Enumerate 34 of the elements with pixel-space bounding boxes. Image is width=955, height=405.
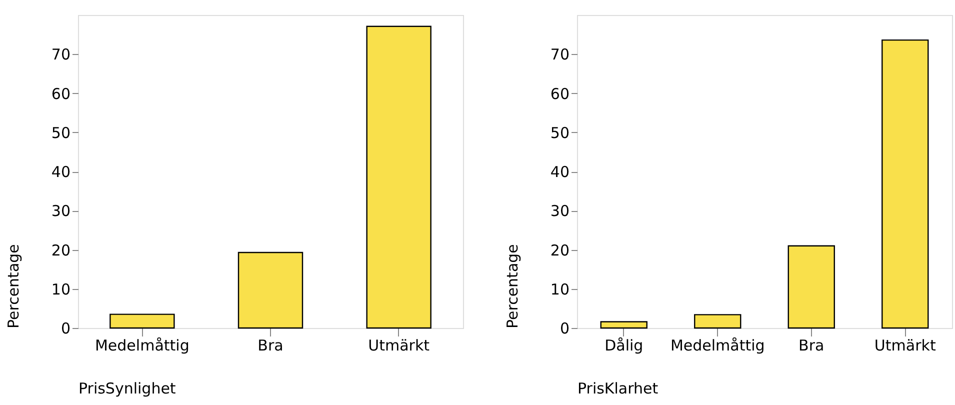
bar <box>788 245 835 329</box>
bar <box>110 314 175 329</box>
x-tick-label: Bra <box>798 336 824 354</box>
y-tick-label: 70 <box>51 46 70 64</box>
y-tick-label: 30 <box>550 202 570 220</box>
y-tick-label: 50 <box>51 124 70 142</box>
x-axis-title: PrisSynlighet <box>78 380 176 398</box>
y-tick-label: 60 <box>51 84 70 103</box>
y-tick-label: 70 <box>550 46 570 64</box>
y-tick-label: 50 <box>550 124 570 142</box>
y-tick-label: 10 <box>550 280 570 298</box>
y-axis-title: Percentage <box>503 244 522 328</box>
x-tick-label: Medelmåttig <box>94 336 190 354</box>
x-tick-label: Medelmåttig <box>670 336 765 354</box>
x-tick-label: Utmärkt <box>368 336 430 354</box>
y-tick-label: 0 <box>60 320 70 338</box>
y-tick-label: 40 <box>51 163 70 181</box>
y-tick-label: 40 <box>550 163 570 181</box>
bar <box>366 26 432 329</box>
x-tick-label: Utmärkt <box>874 336 936 354</box>
x-tick-label: Bra <box>258 336 284 354</box>
y-tick-label: 10 <box>51 280 70 298</box>
bar <box>600 321 648 329</box>
bar <box>882 39 929 329</box>
y-tick-label: 60 <box>550 84 570 103</box>
y-tick-label: 0 <box>560 320 570 338</box>
x-axis-title: PrisKlarhet <box>578 380 658 398</box>
y-tick-label: 30 <box>51 202 70 220</box>
y-tick-label: 20 <box>51 241 70 260</box>
bar <box>694 314 742 329</box>
y-tick-label: 20 <box>550 241 570 260</box>
bar <box>238 252 304 329</box>
y-axis-title: Percentage <box>4 244 22 328</box>
x-tick-label: Dålig <box>604 336 644 354</box>
